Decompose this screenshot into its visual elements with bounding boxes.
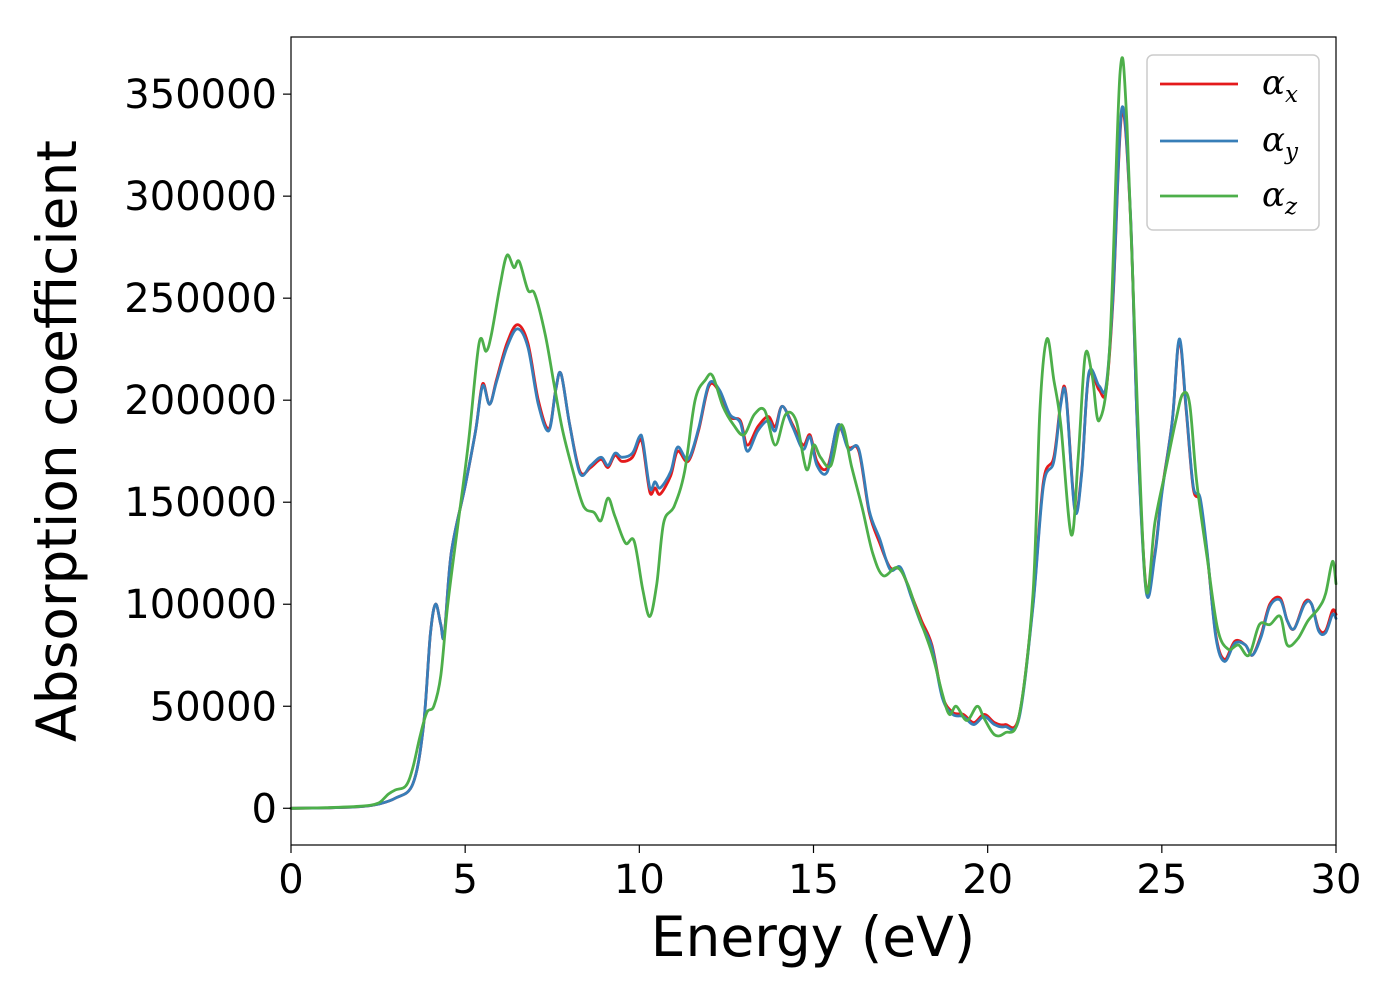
series-lines: [289, 56, 1338, 810]
y-axis-label: Absorption coefficient: [25, 140, 89, 742]
x-tick-label: 20: [962, 857, 1013, 903]
series-line-z: [289, 56, 1338, 810]
y-tick-label: 150000: [124, 480, 277, 526]
y-tick-label: 250000: [124, 276, 277, 322]
x-tick-label: 15: [788, 857, 839, 903]
x-axis-label: Energy (eV): [651, 905, 975, 969]
x-axis-ticks: 0 5 10 15 20 25 30: [278, 845, 1361, 903]
y-axis-ticks: 0 50000 100000 150000 200000 250000 300000 3500…: [124, 72, 291, 832]
y-tick-label: 200000: [124, 378, 277, 424]
series-line-y: [289, 105, 1338, 810]
y-tick-label: 300000: [124, 174, 277, 220]
legend-box: [1146, 54, 1320, 231]
x-tick-label: 5: [452, 857, 477, 903]
x-tick-label: 0: [278, 857, 303, 903]
x-tick-label: 10: [614, 857, 665, 903]
y-tick-label: 0: [252, 786, 277, 832]
x-tick-label: 30: [1311, 857, 1362, 903]
y-tick-label: 100000: [124, 582, 277, 628]
x-tick-label: 25: [1136, 857, 1187, 903]
y-tick-label: 350000: [124, 72, 277, 118]
legend-subscript: y: [1284, 139, 1299, 165]
y-tick-label: 50000: [150, 684, 277, 730]
legend-subscript: x: [1285, 82, 1298, 108]
legend-subscript: z: [1284, 194, 1298, 220]
